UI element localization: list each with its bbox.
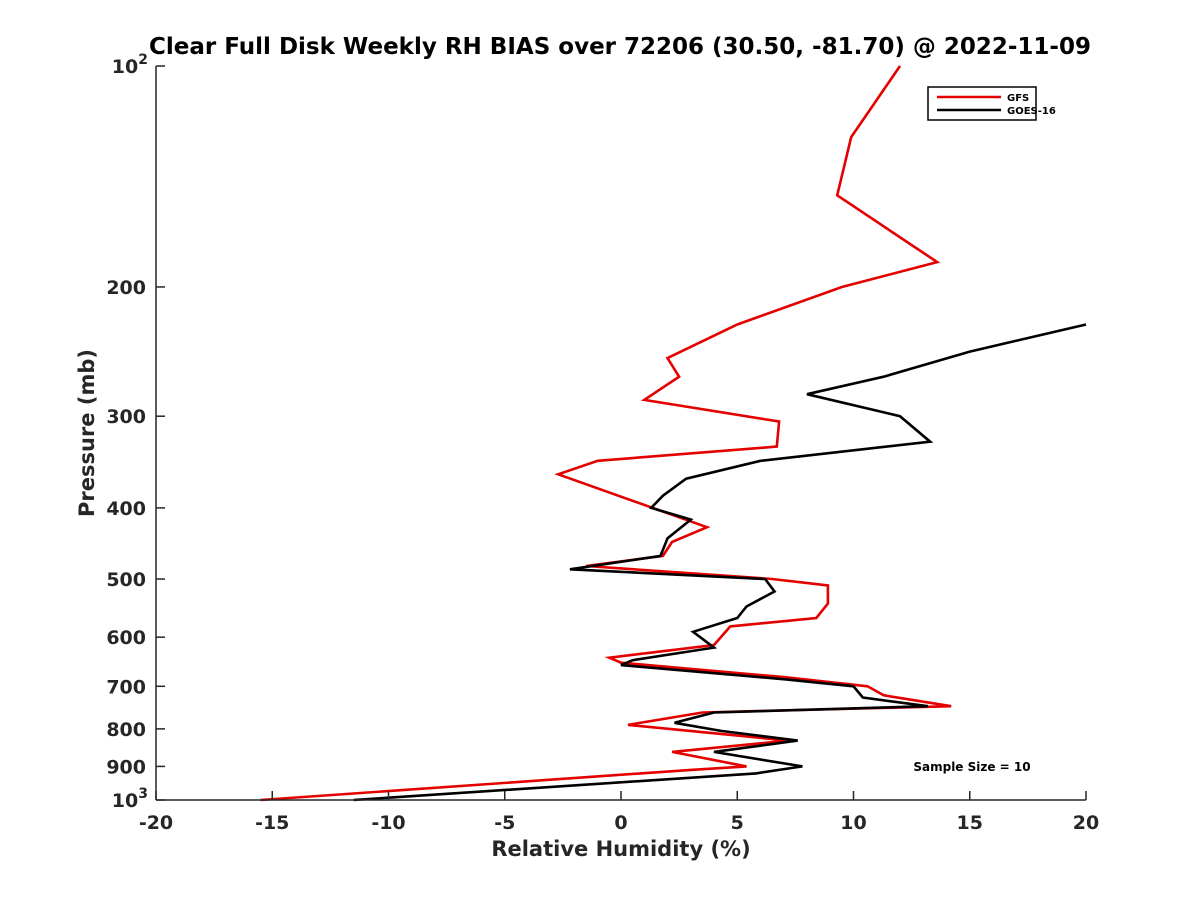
x-tick-label: 5 — [731, 812, 744, 834]
y-tick-label: 800 — [106, 719, 146, 741]
y-tick-label: 400 — [106, 498, 146, 520]
legend: GFS GOES-16 — [927, 86, 1056, 121]
y-axis-label: Pressure (mb) — [75, 349, 99, 517]
y-axis-ticks: 102 200 300 400 500 600 700 800 900 103 — [106, 52, 165, 812]
series-line-goes-16 — [353, 323, 1087, 802]
series-layer — [260, 65, 1087, 802]
y-tick-label: 200 — [106, 277, 146, 299]
y-tick-label: 900 — [106, 756, 146, 778]
plot-area: -20 -15 -10 -5 0 5 10 15 20 102 200 300 400 500 600 70… — [106, 52, 1099, 834]
y-tick-label: 103 — [112, 786, 148, 812]
legend-box — [927, 86, 1037, 121]
y-tick-label: 300 — [106, 406, 146, 428]
y-tick-label: 600 — [106, 627, 146, 649]
x-tick-label: -15 — [255, 812, 289, 834]
x-tick-label: 15 — [957, 812, 983, 834]
x-tick-label: 0 — [614, 812, 627, 834]
x-tick-label: 10 — [840, 812, 866, 834]
y-tick-label: 102 — [112, 52, 148, 78]
sample-size-annotation: Sample Size = 10 — [913, 760, 1030, 774]
legend-label-gfs: GFS — [1007, 93, 1029, 104]
x-tick-label: 20 — [1073, 812, 1099, 834]
x-tick-label: -20 — [139, 812, 173, 834]
series-line-gfs — [260, 65, 952, 802]
x-tick-label: -5 — [494, 812, 515, 834]
x-axis-label: Relative Humidity (%) — [491, 837, 750, 861]
x-axis-ticks: -20 -15 -10 -5 0 5 10 15 20 — [139, 791, 1099, 834]
y-tick-label: 500 — [106, 569, 146, 591]
chart-title: Clear Full Disk Weekly RH BIAS over 7220… — [149, 34, 1091, 60]
axes — [155, 66, 1086, 801]
legend-label-goes-16: GOES-16 — [1007, 106, 1056, 117]
y-tick-label: 700 — [106, 676, 146, 698]
x-tick-label: -10 — [371, 812, 405, 834]
